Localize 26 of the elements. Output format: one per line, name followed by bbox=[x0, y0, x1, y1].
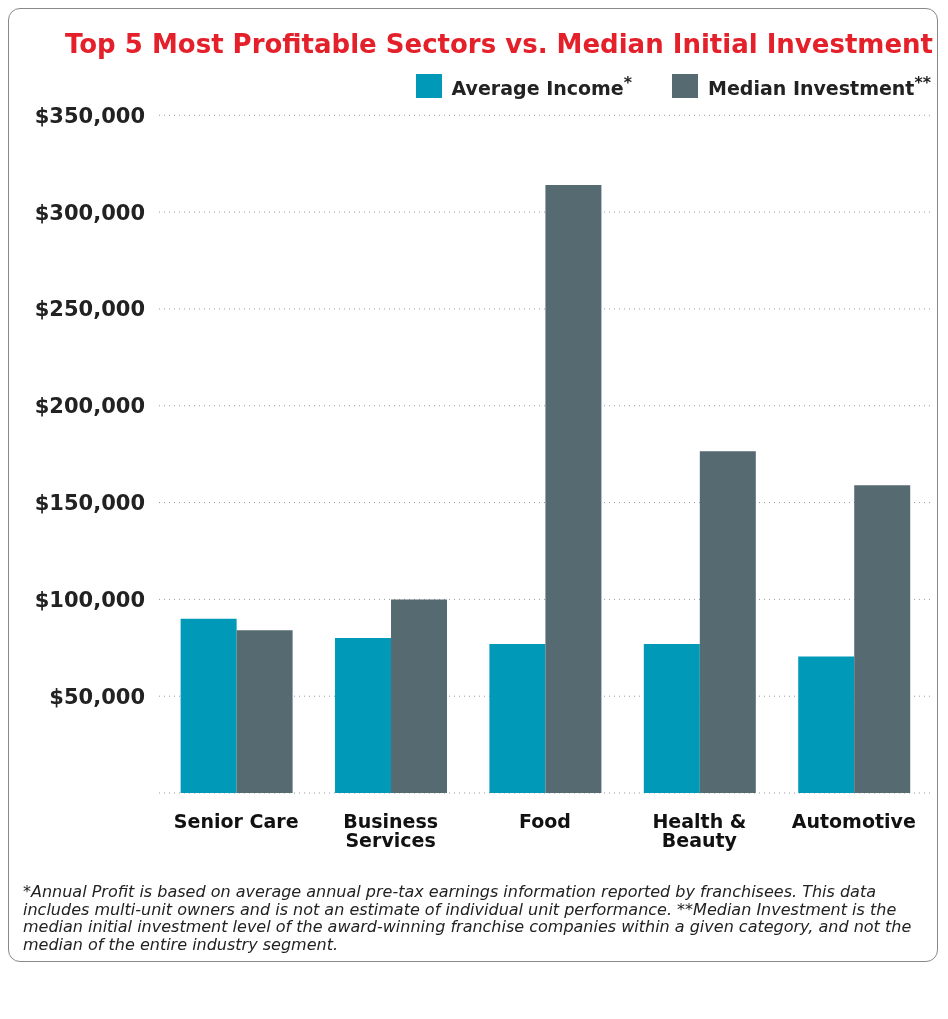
bar bbox=[854, 485, 911, 793]
bar bbox=[335, 638, 392, 793]
legend-label: Average Income$^{*}$ bbox=[451, 73, 633, 100]
y-tick-label: $300,000 bbox=[34, 200, 145, 225]
x-tick-label: Food bbox=[519, 810, 571, 833]
y-tick-label: $350,000 bbox=[34, 103, 145, 128]
bar bbox=[798, 656, 855, 793]
x-tick-label: Health & Beauty bbox=[652, 810, 747, 852]
bar bbox=[643, 643, 700, 793]
x-tick-label: Business Services bbox=[343, 810, 439, 852]
bar bbox=[180, 618, 237, 793]
x-tick-label: Automotive bbox=[791, 810, 916, 833]
chart-title: Top 5 Most Profitable Sectors vs. Median Initial Investment bbox=[64, 29, 933, 59]
bar bbox=[236, 630, 293, 793]
x-tick-label: Senior Care bbox=[173, 810, 299, 833]
bar bbox=[489, 643, 546, 793]
text: *Annual Profit is based on average annual pre-tax earnings information reported by franchisees. This data includes multi-unit owners and is not an estimate of individual unit performance. **Median Investment is the median initial investment level of the award-winning franchise companies within a given category, and not the median of the entire industry segment. bbox=[23, 882, 912, 954]
y-tick-label: $150,000 bbox=[34, 491, 145, 516]
bar bbox=[391, 599, 448, 793]
legend-label: Median Investment$^{**}$ bbox=[708, 73, 931, 100]
y-tick-label: $200,000 bbox=[34, 394, 145, 419]
y-tick-label: $50,000 bbox=[49, 684, 145, 709]
bar bbox=[545, 185, 602, 793]
y-tick-label: $100,000 bbox=[34, 587, 145, 612]
y-tick-label: $250,000 bbox=[34, 297, 145, 322]
bar bbox=[699, 451, 756, 793]
